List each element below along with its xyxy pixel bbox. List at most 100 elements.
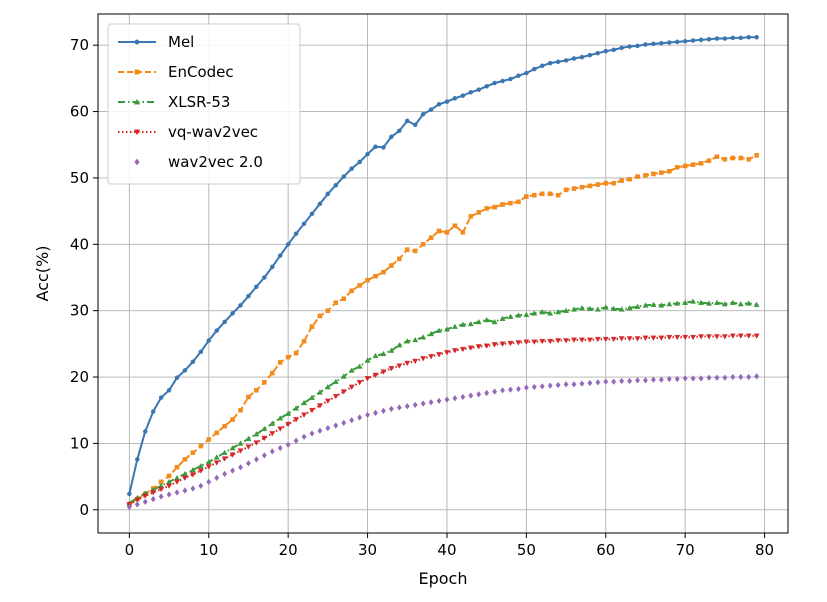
data-point [189,472,196,478]
data-point [356,363,363,369]
data-point [721,301,728,307]
data-point [603,378,609,385]
data-point [690,334,697,341]
x-tick-label: 70 [676,541,695,559]
data-point [142,493,149,499]
data-point [246,394,251,400]
data-point [563,307,570,313]
data-point [230,311,235,316]
x-tick-label: 80 [755,541,774,559]
data-point [674,300,681,306]
data-point [515,340,522,346]
data-point [547,310,554,316]
data-point [555,192,561,198]
data-point [444,230,450,235]
data-point [404,247,410,252]
data-point [571,186,577,191]
data-point [381,145,386,150]
data-point [468,90,474,95]
data-point [356,380,363,386]
legend-entry: XLSR-53 [118,93,230,111]
data-point [690,375,696,382]
data-point [301,221,307,227]
data-point [253,431,260,437]
data-point [213,454,220,460]
data-point [381,269,386,275]
legend-label: XLSR-53 [168,93,230,111]
data-point [547,191,553,197]
data-point [698,299,704,305]
data-point [301,338,307,344]
data-point [444,396,450,403]
data-point [659,170,664,175]
data-point [483,343,490,349]
data-point [452,395,458,402]
data-point [237,440,244,446]
series-mel [127,34,759,497]
data-point [349,166,354,171]
legend-label: Mel [168,33,194,51]
data-point [698,161,704,166]
data-point [389,134,394,140]
data-point [348,384,355,391]
data-point [618,336,625,342]
data-point [428,354,435,360]
axes-frame [97,13,789,534]
data-point [222,423,227,429]
data-point [555,381,561,389]
data-point [277,360,283,365]
data-point [547,60,553,66]
data-point [643,42,648,47]
y-tick-label: 30 [70,302,89,320]
data-point [333,300,339,305]
data-point [618,306,625,312]
data-point [325,308,331,313]
data-point [602,304,609,310]
data-point [523,339,530,345]
data-point [317,427,323,434]
data-point [341,419,347,427]
data-point [158,493,164,500]
data-point [468,214,474,219]
data-point [198,349,204,355]
data-point [690,298,697,304]
data-point [364,357,371,363]
data-point [500,387,506,394]
data-point [317,201,323,207]
data-point [341,174,347,179]
data-point [365,151,370,157]
data-point [396,404,402,411]
data-point [261,425,268,432]
data-point [460,393,466,401]
plot-area [126,34,760,511]
data-point [730,155,736,161]
data-point [563,58,569,63]
data-point [396,363,403,369]
data-point [333,422,339,429]
data-point [365,277,370,283]
data-point [436,352,442,358]
data-point [213,460,220,466]
data-point [285,242,291,247]
data-point [539,63,545,69]
x-tick-label: 30 [358,541,377,559]
y-tick-label: 20 [70,368,89,386]
data-point [516,73,521,79]
data-point [221,449,228,455]
data-point [667,40,672,45]
data-point [603,48,609,54]
data-point [126,503,132,511]
data-point [475,318,482,325]
data-point [222,319,227,325]
data-point [571,337,577,343]
legend-entry: wav2vec 2.0 [134,153,263,171]
data-point [713,334,720,340]
data-point [730,373,736,381]
data-point [404,403,410,410]
data-point [230,417,235,422]
data-point [301,399,307,406]
data-point [690,162,696,167]
y-tick-label: 60 [70,103,89,121]
data-point [539,191,545,197]
